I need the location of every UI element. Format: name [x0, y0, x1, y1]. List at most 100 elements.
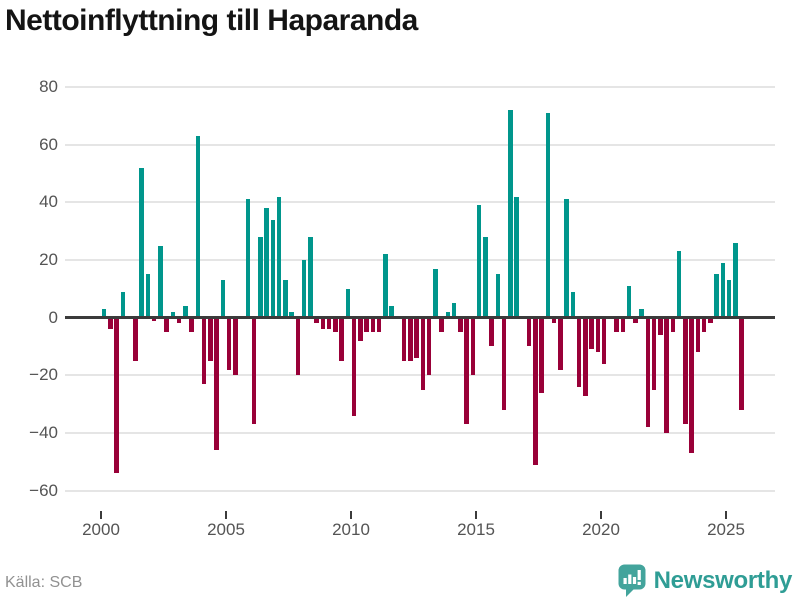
bar	[720, 262, 725, 318]
bar	[439, 317, 444, 333]
bar	[451, 303, 457, 318]
gridline	[65, 143, 775, 146]
bar	[370, 317, 375, 333]
bar	[676, 251, 682, 318]
bar	[214, 317, 219, 451]
bar	[139, 167, 144, 318]
bar	[383, 254, 388, 318]
bar	[595, 317, 600, 353]
bar	[695, 317, 700, 353]
bar	[264, 208, 269, 318]
bar	[701, 317, 707, 333]
bar	[626, 285, 632, 318]
bar	[170, 311, 175, 318]
bar	[614, 317, 619, 333]
bar	[201, 317, 207, 384]
bar	[183, 306, 188, 318]
bar	[258, 236, 263, 318]
bar	[114, 317, 119, 474]
bar	[670, 317, 675, 333]
gridline	[65, 201, 775, 204]
bar	[558, 317, 563, 370]
zero-axis-line	[65, 316, 775, 320]
bar	[426, 317, 432, 376]
bar	[733, 242, 738, 318]
bar	[376, 317, 382, 333]
source-note: Källa: SCB	[5, 574, 83, 591]
bar	[133, 317, 138, 361]
y-axis-tick-label: 20	[39, 249, 58, 269]
bar	[108, 317, 113, 330]
bar	[345, 288, 350, 318]
gridline	[65, 489, 775, 492]
bar	[408, 317, 413, 361]
bar	[276, 196, 282, 318]
gridline	[65, 86, 775, 88]
x-axis-tick-label: 2025	[707, 520, 745, 539]
bar	[314, 317, 319, 324]
bar	[689, 317, 694, 454]
bar	[120, 291, 125, 318]
bar	[489, 317, 494, 347]
x-axis-tick	[475, 511, 477, 519]
bar	[158, 245, 163, 318]
x-axis-tick	[725, 511, 727, 519]
bar	[176, 317, 182, 324]
bar	[251, 317, 257, 425]
x-axis-tick	[100, 511, 102, 519]
x-axis-tick-label: 2020	[582, 520, 620, 539]
bar	[633, 317, 638, 324]
x-axis-tick-label: 2000	[82, 520, 120, 539]
gridline	[65, 431, 775, 434]
bar	[270, 219, 275, 318]
bar	[508, 110, 513, 318]
bar	[658, 317, 663, 335]
bar	[620, 317, 625, 333]
bar	[364, 317, 369, 333]
newsworthy-logo-icon	[618, 564, 646, 597]
bar	[101, 309, 107, 318]
bar	[726, 280, 732, 318]
y-axis-tick-label: 80	[39, 77, 58, 96]
x-axis-tick-label: 2015	[457, 520, 495, 539]
bar	[464, 317, 469, 425]
bar	[208, 317, 213, 361]
bar	[601, 317, 607, 364]
bar	[389, 306, 394, 318]
brand-name: Newsworthy	[653, 567, 793, 594]
bar	[570, 291, 575, 318]
bar	[589, 317, 594, 350]
bar	[739, 317, 744, 410]
y-axis-tick-label: −60	[29, 480, 58, 500]
bar	[639, 309, 644, 318]
bar	[526, 317, 532, 347]
bar	[164, 317, 169, 333]
bar	[145, 274, 150, 318]
bar	[514, 196, 519, 318]
bar	[714, 274, 719, 318]
bar	[483, 236, 488, 318]
bar	[583, 317, 588, 396]
y-axis-tick-label: −20	[29, 365, 58, 385]
x-axis-tick	[350, 511, 352, 519]
brand-footer: Newsworthy	[618, 564, 792, 598]
y-axis-tick-label: −40	[29, 422, 58, 442]
y-axis-tick-label: 60	[39, 134, 58, 154]
bar	[645, 317, 650, 428]
bar	[233, 317, 238, 376]
bar	[295, 317, 300, 376]
bar	[551, 317, 557, 324]
x-axis-tick-label: 2010	[332, 520, 370, 539]
bar	[564, 199, 569, 318]
bar	[333, 317, 338, 333]
bar	[401, 317, 407, 361]
bar	[458, 317, 463, 333]
bar	[664, 317, 669, 433]
bar	[445, 311, 450, 318]
bar	[476, 205, 482, 318]
bar	[501, 317, 507, 410]
bar	[301, 259, 307, 318]
bar	[351, 317, 357, 416]
bar	[495, 274, 500, 318]
